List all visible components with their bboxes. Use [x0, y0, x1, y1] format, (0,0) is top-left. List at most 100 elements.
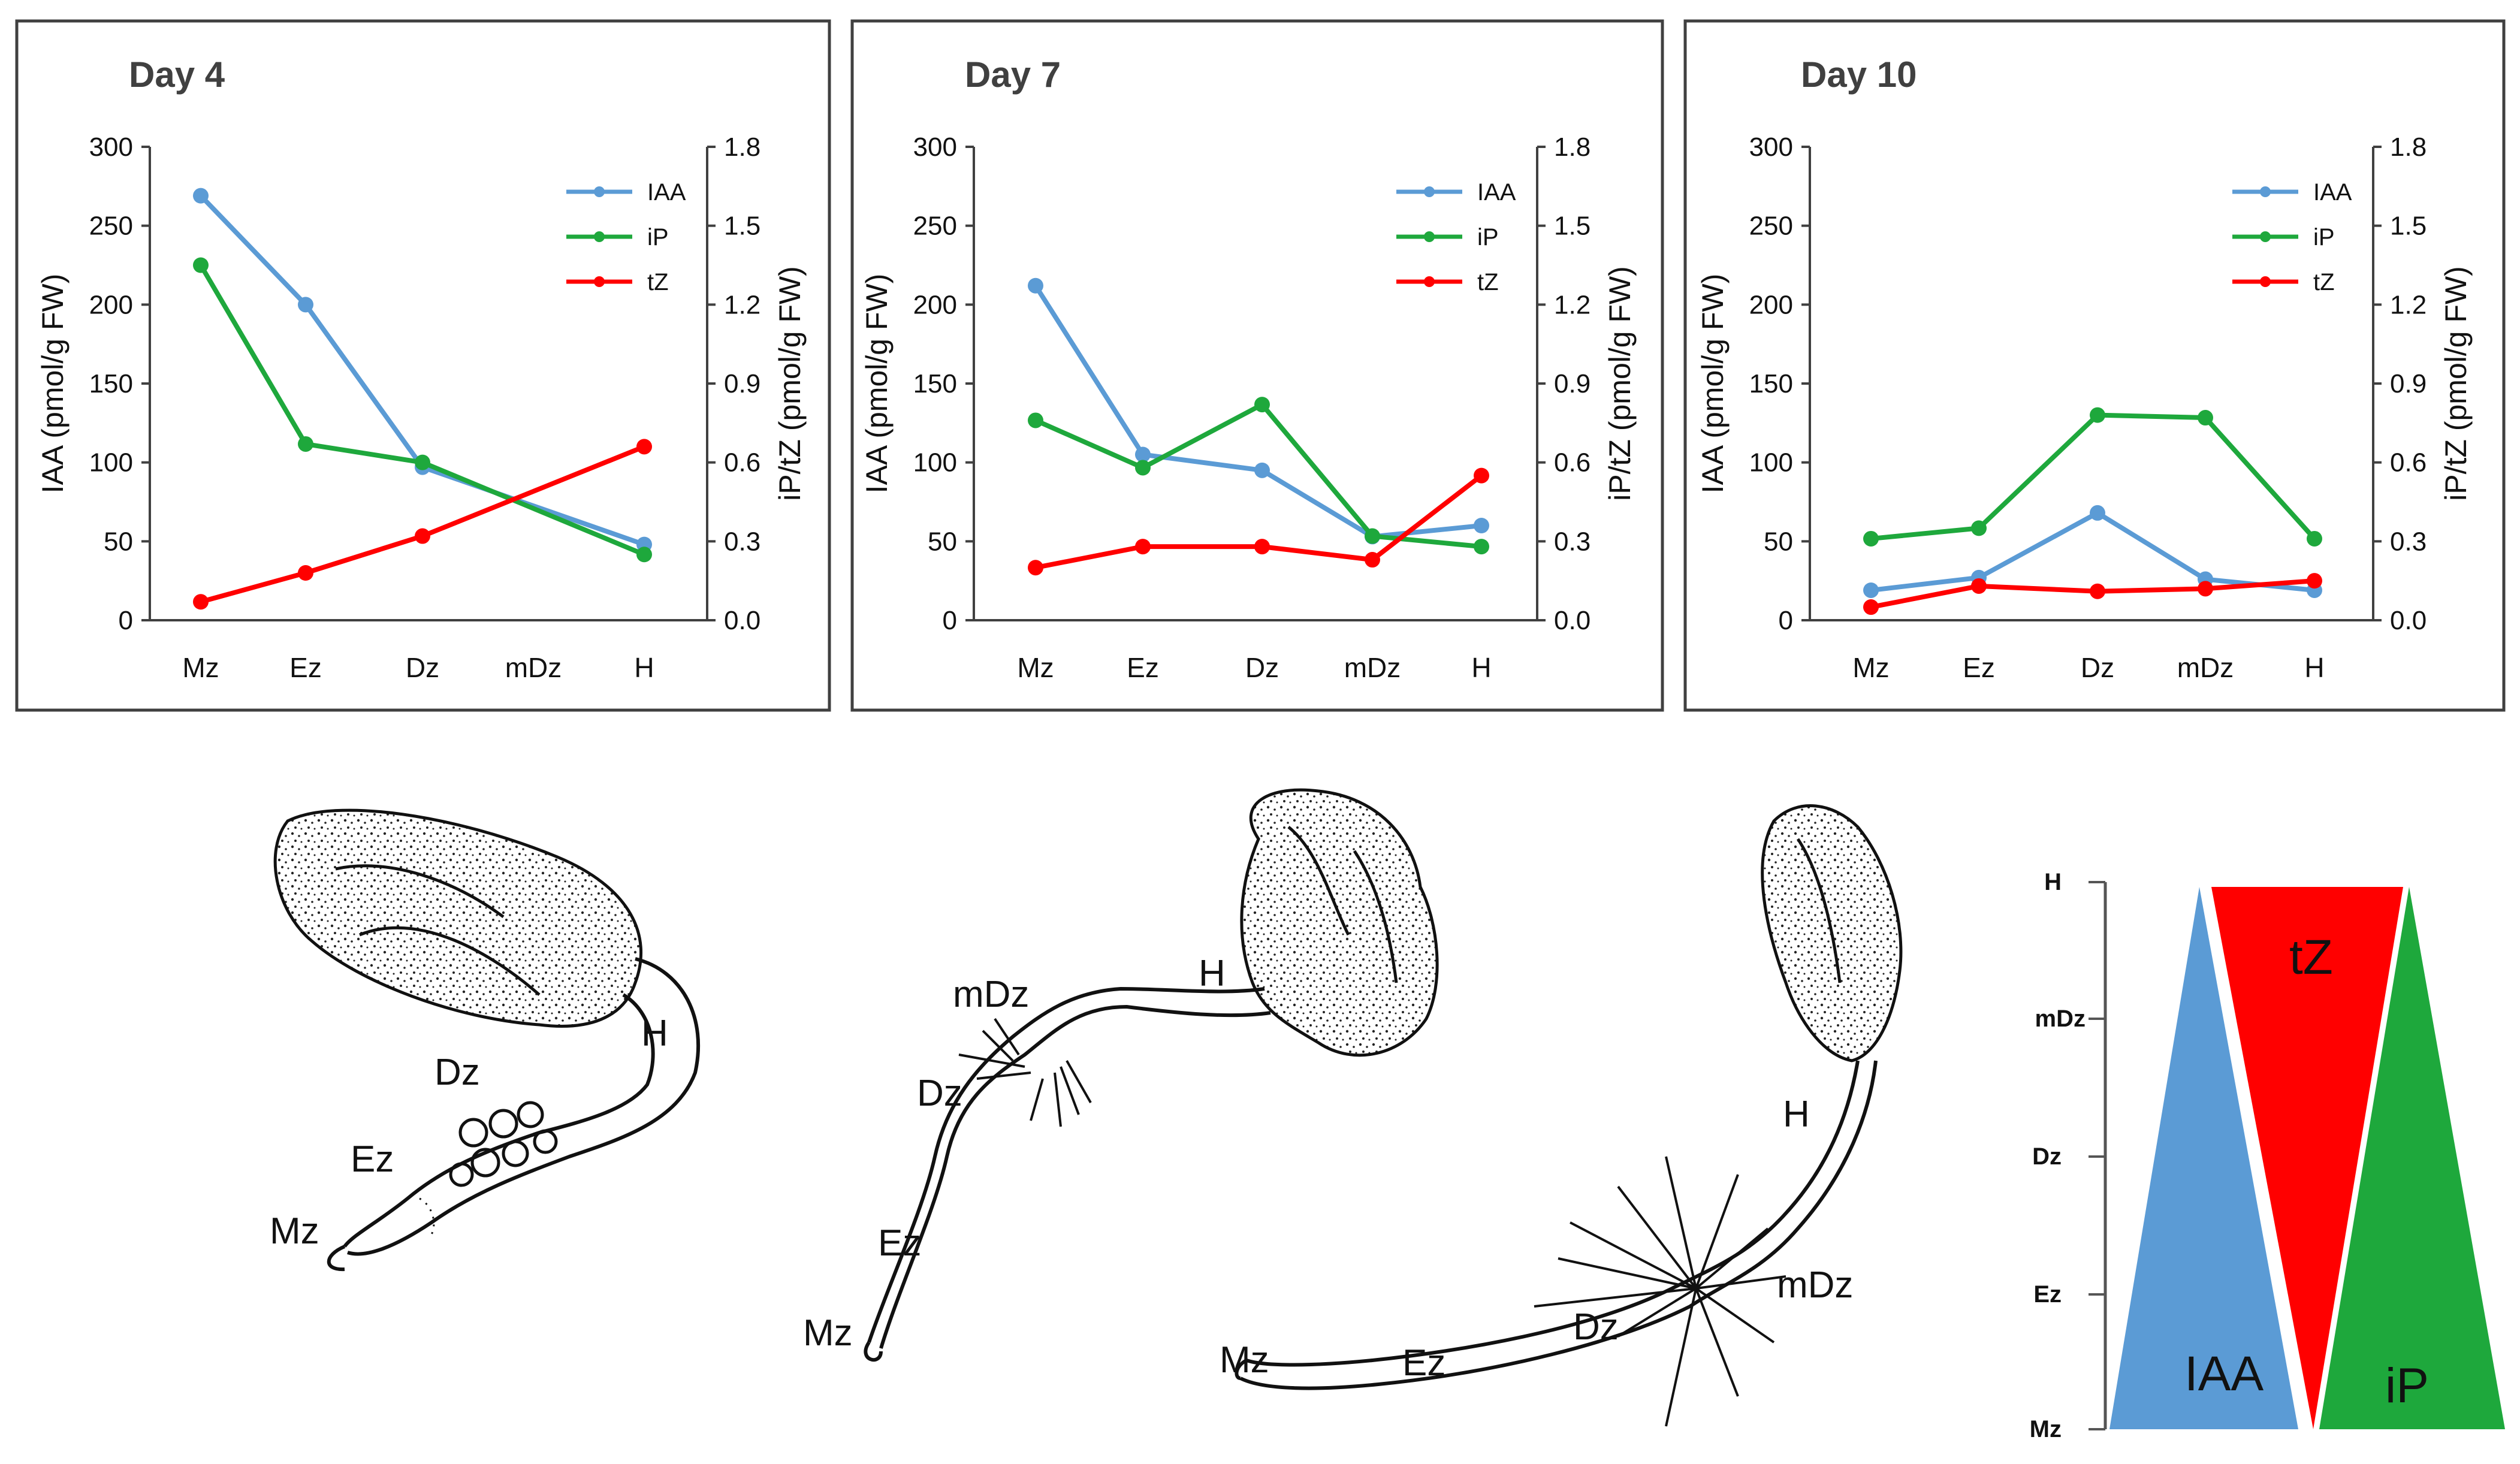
right-tick-label: 0.0 — [2390, 606, 2427, 635]
cotyledon-head — [1240, 788, 1439, 1057]
root-hairs — [958, 1018, 1092, 1127]
left-tick-label: 100 — [1749, 448, 1793, 478]
data-point-iP-Dz — [2090, 407, 2105, 423]
left-tick-label: 250 — [89, 212, 133, 241]
data-point-tZ-mDz — [1365, 552, 1380, 568]
right-tick-label: 0.0 — [724, 606, 760, 635]
label-day4-Ez: Ez — [351, 1139, 394, 1180]
legend-label-IAA: IAA — [2313, 179, 2352, 206]
label-day4-Mz: Mz — [270, 1211, 319, 1252]
chart-panel-day4 — [15, 19, 831, 712]
legend-marker-tZ — [2260, 276, 2271, 287]
legend-marker-tZ — [594, 276, 605, 287]
wedge-iP — [2319, 887, 2505, 1429]
label-day7-H: H — [1199, 953, 1226, 994]
data-point-tZ-H — [636, 439, 652, 455]
legend-label-IAA: IAA — [647, 179, 686, 206]
right-tick-label: 1.8 — [2390, 132, 2427, 162]
label-day7-mDz: mDz — [953, 974, 1029, 1015]
x-tick-label: mDz — [2177, 652, 2234, 683]
left-axis-title: IAA (pmol/g FW) — [860, 274, 894, 494]
label-day10-Dz: Dz — [1573, 1306, 1619, 1348]
data-point-IAA-Mz — [1028, 277, 1043, 294]
label-day7-Ez: Ez — [878, 1222, 921, 1264]
data-point-tZ-Dz — [2090, 583, 2105, 599]
left-tick-label: 150 — [1749, 369, 1793, 399]
right-tick-label: 0.3 — [724, 527, 760, 556]
wedge-label-tZ: tZ — [2289, 930, 2333, 985]
label-day10-mDz: mDz — [1777, 1264, 1853, 1306]
left-axis-title: IAA (pmol/g FW) — [1696, 274, 1730, 494]
right-tick-label: 0.0 — [1554, 606, 1591, 635]
right-tick-label: 0.6 — [1554, 448, 1591, 478]
right-tick-label: 0.6 — [2390, 448, 2427, 478]
data-point-IAA-H — [1474, 518, 1489, 533]
label-day4-Dz: Dz — [434, 1052, 480, 1093]
data-point-iP-mDz — [2198, 410, 2213, 426]
legend-marker-tZ — [1424, 276, 1435, 287]
left-tick-label: 250 — [913, 212, 957, 241]
data-point-tZ-Dz — [415, 528, 430, 544]
label-day10-H: H — [1783, 1094, 1810, 1135]
left-tick-label: 300 — [89, 132, 133, 162]
left-tick-label: 200 — [913, 290, 957, 319]
x-tick-label: Ez — [1127, 652, 1159, 683]
data-point-IAA-Ez — [1135, 446, 1151, 463]
left-axis-title: IAA (pmol/g FW) — [36, 274, 70, 494]
wedge-label-IAA: IAA — [2184, 1347, 2264, 1401]
x-tick-label: mDz — [505, 652, 562, 683]
chart-panel-day7 — [850, 19, 1664, 712]
data-point-iP-Mz — [193, 257, 209, 273]
data-point-IAA-Mz — [1863, 582, 1879, 598]
data-point-IAA-Ez — [298, 297, 313, 313]
right-tick-label: 1.2 — [2390, 290, 2427, 319]
legend-label-tZ: tZ — [647, 269, 669, 295]
x-tick-label: Dz — [2081, 652, 2114, 683]
gradient-label-mDz: mDz — [2035, 1006, 2086, 1032]
chart-title-day4: Day 4 — [129, 55, 225, 95]
data-point-tZ-Mz — [1863, 599, 1879, 615]
label-day4-H: H — [641, 1013, 668, 1054]
right-tick-label: 1.8 — [1554, 132, 1591, 162]
x-tick-label: Ez — [1963, 652, 1995, 683]
right-tick-label: 0.3 — [1554, 527, 1591, 556]
right-tick-label: 1.5 — [724, 212, 760, 241]
x-tick-label: Dz — [406, 652, 439, 683]
x-tick-label: H — [634, 652, 654, 683]
left-tick-label: 0 — [119, 606, 133, 635]
legend-label-IAA: IAA — [1477, 179, 1516, 206]
legend-marker-iP — [1424, 231, 1435, 242]
x-tick-label: H — [2304, 652, 2324, 683]
x-tick-label: Mz — [182, 652, 219, 683]
seedling-drawing-day4 — [273, 808, 701, 1272]
series-line-IAA — [1870, 510, 2315, 593]
hypocotyl — [879, 1004, 1271, 1349]
label-day10-Ez: Ez — [1402, 1342, 1445, 1384]
root-hair-bumps — [449, 1101, 558, 1187]
data-point-IAA-Dz — [2090, 505, 2105, 521]
right-tick-label: 1.5 — [2390, 212, 2427, 241]
legend-marker-IAA — [1424, 186, 1435, 197]
data-point-iP-H — [2307, 530, 2322, 547]
wedge-label-iP: iP — [2385, 1359, 2429, 1413]
left-tick-label: 50 — [928, 527, 957, 556]
left-tick-label: 150 — [913, 369, 957, 399]
x-tick-label: Dz — [1245, 652, 1279, 683]
x-tick-label: Ez — [289, 652, 322, 683]
legend-marker-IAA — [594, 186, 605, 197]
data-point-tZ-H — [1474, 467, 1489, 484]
label-day7-Dz: Dz — [917, 1073, 962, 1114]
legend-label-iP: iP — [647, 224, 669, 250]
chart-panel-day10 — [1683, 19, 2506, 712]
root-hairs — [1534, 1156, 1786, 1427]
data-point-tZ-Ez — [298, 565, 313, 581]
right-axis-title: iP/tZ (pmol/g FW) — [2439, 266, 2473, 501]
legend-marker-iP — [594, 231, 605, 242]
series-line-IAA — [199, 194, 645, 547]
right-tick-label: 0.3 — [2390, 527, 2427, 556]
gradient-label-Dz: Dz — [2032, 1143, 2062, 1170]
gradient-label-Ez: Ez — [2033, 1281, 2062, 1308]
right-axis-title: iP/tZ (pmol/g FW) — [1603, 266, 1637, 501]
data-point-IAA-Mz — [193, 188, 209, 204]
data-point-IAA-Dz — [1254, 462, 1270, 478]
